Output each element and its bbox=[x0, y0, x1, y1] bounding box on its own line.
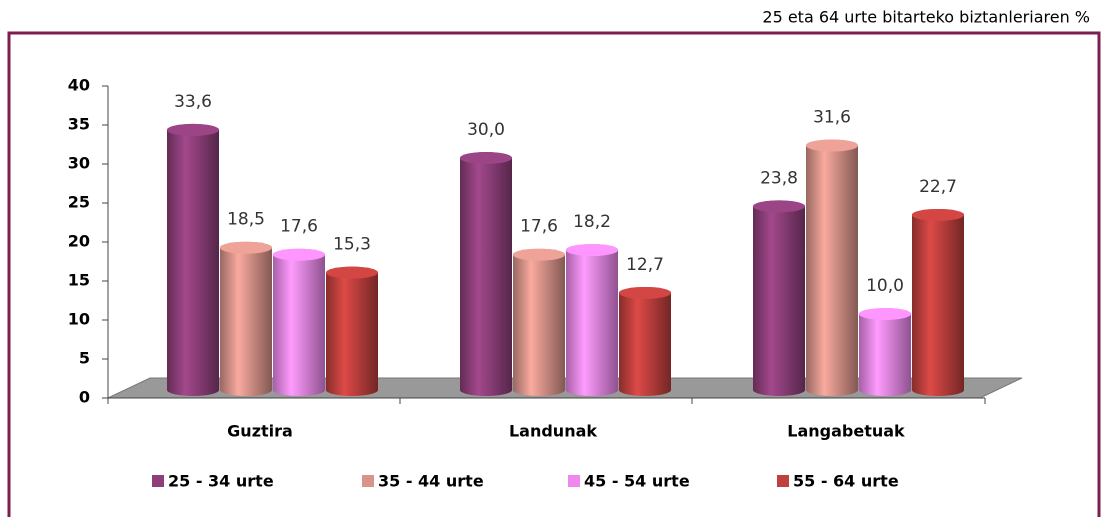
bar bbox=[859, 308, 911, 396]
value-label: 23,8 bbox=[760, 168, 798, 188]
y-tick-label: 25 bbox=[68, 193, 90, 212]
y-tick-label: 30 bbox=[68, 154, 90, 173]
y-tick-label: 15 bbox=[68, 271, 90, 290]
legend-label: 35 - 44 urte bbox=[378, 472, 484, 491]
y-tick-label: 10 bbox=[68, 310, 90, 329]
value-label: 18,2 bbox=[573, 212, 611, 232]
bar bbox=[167, 123, 219, 397]
bar bbox=[513, 248, 565, 396]
x-tick-label: Guztira bbox=[227, 422, 293, 441]
value-label: 31,6 bbox=[813, 108, 851, 128]
bar bbox=[753, 200, 805, 396]
bar-top bbox=[566, 244, 618, 257]
value-label: 15,3 bbox=[333, 235, 371, 255]
bar-top bbox=[273, 248, 325, 261]
y-tick-label: 40 bbox=[68, 76, 90, 95]
value-label: 10,0 bbox=[866, 276, 904, 296]
bar bbox=[460, 152, 512, 396]
bar-top bbox=[619, 286, 671, 299]
value-label: 17,6 bbox=[280, 217, 318, 237]
legend-swatch bbox=[777, 475, 789, 487]
y-tick-label: 35 bbox=[68, 115, 90, 134]
legend-swatch bbox=[568, 475, 580, 487]
bar bbox=[806, 139, 858, 396]
bar-top bbox=[806, 139, 858, 152]
bar-top bbox=[513, 248, 565, 261]
bar-top bbox=[753, 200, 805, 213]
value-label: 12,7 bbox=[626, 255, 664, 275]
x-tick-label: Langabetuak bbox=[787, 422, 905, 441]
value-label: 30,0 bbox=[467, 120, 505, 140]
value-label: 17,6 bbox=[520, 217, 558, 237]
legend-label: 55 - 64 urte bbox=[793, 472, 899, 491]
bar bbox=[326, 266, 378, 396]
legend-swatch bbox=[152, 475, 164, 487]
value-label: 33,6 bbox=[174, 92, 212, 112]
bar bbox=[619, 286, 671, 396]
bar-top bbox=[859, 308, 911, 320]
value-label: 22,7 bbox=[919, 177, 957, 197]
chart-subtitle: 25 eta 64 urte bitarteko biztanleriaren … bbox=[762, 8, 1090, 27]
bar bbox=[220, 241, 272, 396]
y-tick-label: 20 bbox=[68, 232, 90, 251]
legend-swatch bbox=[362, 475, 374, 487]
value-label: 18,5 bbox=[227, 210, 265, 230]
bar-top bbox=[460, 152, 512, 164]
bar-top bbox=[220, 241, 272, 254]
bar bbox=[566, 244, 618, 396]
x-tick-label: Landunak bbox=[509, 422, 597, 441]
bar-top bbox=[167, 123, 219, 136]
bar-top bbox=[912, 208, 964, 221]
y-tick-label: 5 bbox=[79, 349, 90, 368]
legend-label: 45 - 54 urte bbox=[584, 472, 690, 491]
y-tick-label: 0 bbox=[79, 388, 90, 407]
legend-label: 25 - 34 urte bbox=[168, 472, 274, 491]
frame bbox=[7, 31, 1101, 517]
bar-top bbox=[326, 266, 378, 279]
bar bbox=[912, 208, 964, 396]
bar bbox=[273, 248, 325, 396]
